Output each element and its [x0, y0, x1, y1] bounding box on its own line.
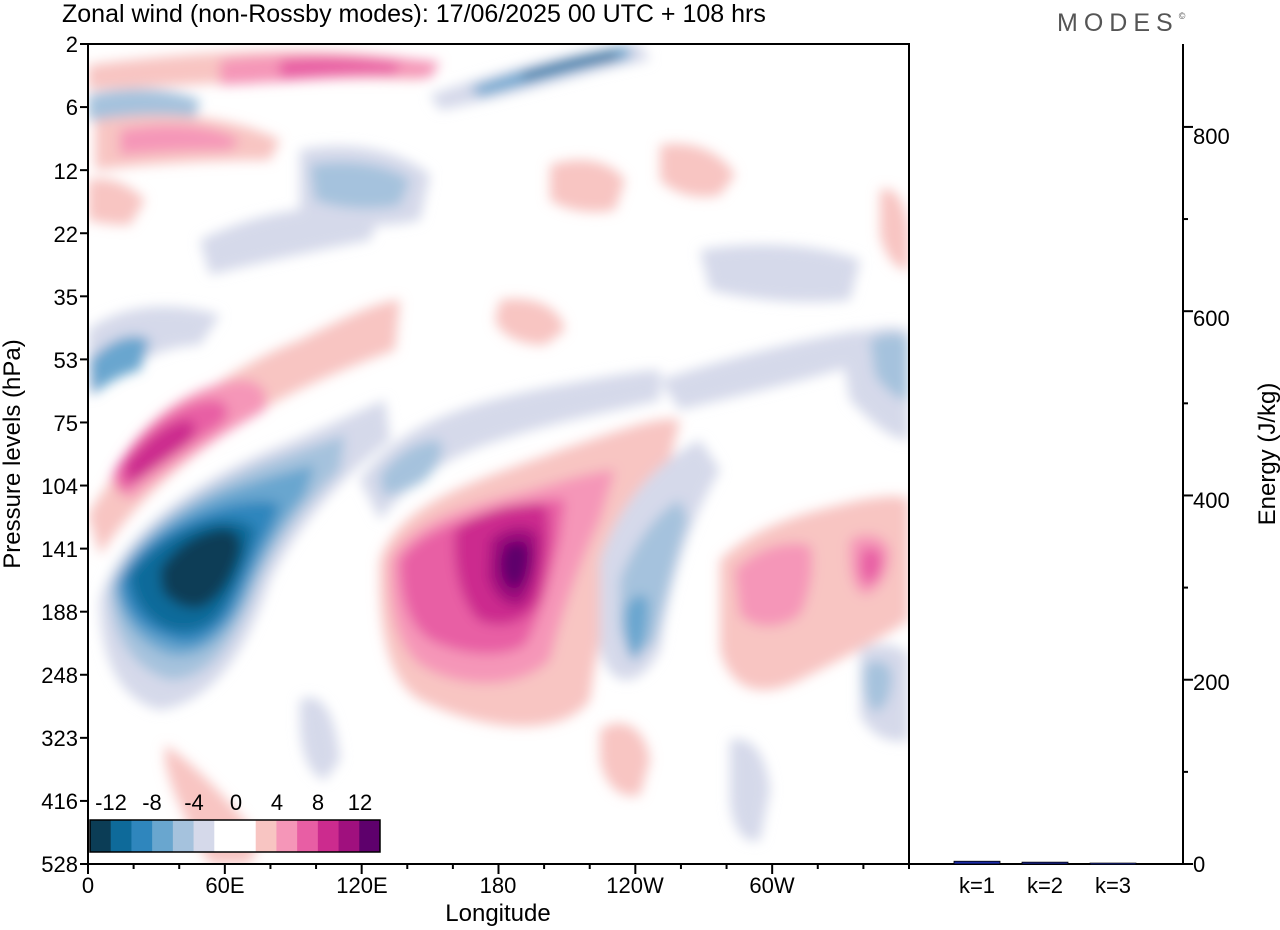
energy-category-label: k=3 — [1095, 873, 1131, 898]
colorbar-swatch — [90, 820, 112, 852]
modes-logo: MODES© — [1057, 9, 1185, 38]
colorbar-swatch — [297, 820, 319, 852]
longitude-tick-label: 0 — [82, 873, 94, 898]
longitude-tick-label: 60E — [205, 873, 244, 898]
colorbar-label: 4 — [271, 790, 283, 815]
colorbar-swatch — [172, 820, 195, 852]
colorbar-swatch — [131, 820, 153, 852]
pressure-tick-label: 528 — [41, 852, 78, 877]
longitude-ticks — [87, 864, 910, 874]
pressure-tick-label: 22 — [54, 222, 78, 247]
pressure-tick-label: 248 — [41, 663, 78, 688]
pressure-tick-label: 188 — [41, 600, 78, 625]
colorbar-label: -8 — [142, 790, 162, 815]
colorbar-label: 0 — [230, 790, 242, 815]
x-axis-label: Longitude — [445, 900, 550, 927]
colorbar-swatch — [152, 820, 174, 852]
colorbar-swatch — [255, 820, 277, 852]
energy-tick-label: 800 — [1193, 124, 1230, 149]
colorbar-swatch — [193, 820, 215, 852]
contour-field — [88, 44, 909, 864]
longitude-tick-label: 60W — [749, 873, 794, 898]
energy-tick-label: 0 — [1193, 852, 1205, 877]
colorbar-swatch — [214, 820, 236, 852]
pressure-tick-label: 6 — [66, 95, 78, 120]
longitude-tick-label: 120W — [606, 873, 664, 898]
pressure-tick-label: 104 — [41, 474, 78, 499]
colorbar-labels: -12 -8 -4 0 4 8 12 — [95, 790, 372, 815]
pressure-ticks — [80, 43, 88, 865]
colorbar-swatch — [317, 820, 340, 852]
energy-tick-label: 400 — [1193, 488, 1230, 513]
energy-bar-labels: k=1 k=2 k=3 — [959, 873, 1131, 898]
chart-title: Zonal wind (non-Rossby modes): 17/06/202… — [62, 0, 766, 28]
energy-bar — [1021, 861, 1069, 865]
longitude-tick-label: 120E — [336, 873, 387, 898]
colorbar-label: 8 — [312, 790, 324, 815]
colorbar-frame — [89, 819, 381, 853]
pressure-tick-label: 53 — [54, 348, 78, 373]
pressure-tick-label: 323 — [41, 726, 78, 751]
energy-bars — [953, 860, 1137, 865]
colorbar-swatch — [235, 820, 257, 852]
colorbar-label: 12 — [348, 790, 372, 815]
main-plot-frame — [87, 43, 910, 865]
colorbar-swatch — [110, 820, 132, 852]
colorbar-swatch — [338, 820, 360, 852]
pressure-tick-label: 35 — [54, 285, 78, 310]
energy-tick-labels: 0 200 400 600 800 — [1193, 124, 1230, 877]
energy-ticks — [1183, 125, 1193, 865]
energy-bar — [1089, 862, 1137, 865]
pressure-tick-label: 141 — [41, 537, 78, 562]
colorbar-swatch — [359, 820, 381, 852]
pressure-tick-label: 75 — [54, 411, 78, 436]
colorbar-swatch — [276, 820, 298, 852]
pressure-tick-label: 12 — [54, 159, 78, 184]
pressure-tick-labels: 2 6 12 22 35 53 75 104 141 188 248 323 4… — [41, 32, 78, 877]
logo-text: MODES — [1057, 9, 1179, 37]
pressure-tick-label: 416 — [41, 789, 78, 814]
energy-category-label: k=2 — [1027, 873, 1063, 898]
colorbar — [89, 819, 381, 853]
longitude-tick-label: 180 — [480, 873, 517, 898]
longitude-tick-labels: 0 60E 120E 180 120W 60W — [82, 873, 795, 898]
energy-tick-label: 200 — [1193, 670, 1230, 695]
energy-category-label: k=1 — [959, 873, 995, 898]
energy-bar — [953, 860, 1001, 865]
energy-axis-label: Energy (J/kg) — [1254, 383, 1280, 526]
logo-mark: © — [1178, 11, 1186, 21]
colorbar-label: -12 — [95, 790, 127, 815]
pressure-tick-label: 2 — [66, 32, 78, 57]
energy-tick-label: 600 — [1193, 306, 1230, 331]
colorbar-label: -4 — [184, 790, 204, 815]
y-axis-label: Pressure levels (hPa) — [0, 339, 26, 568]
